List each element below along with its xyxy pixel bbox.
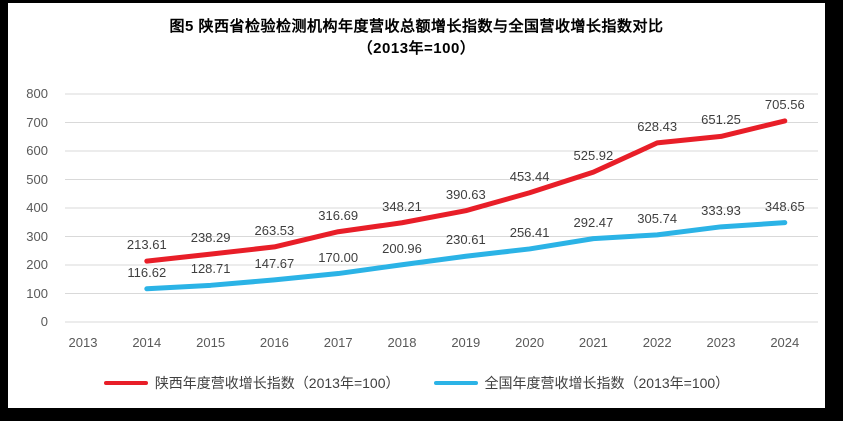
data-label: 238.29 bbox=[190, 230, 231, 246]
y-axis-tick-label: 100 bbox=[26, 285, 48, 301]
y-axis-tick-label: 700 bbox=[26, 114, 48, 130]
data-label: 651.25 bbox=[701, 112, 741, 128]
legend-label-shaanxi: 陕西年度营收增长指数（2013年=100） bbox=[154, 375, 400, 391]
data-label: 213.61 bbox=[126, 237, 167, 253]
legend-item-shaanxi: 陕西年度营收增长指数（2013年=100） bbox=[103, 373, 400, 393]
data-label: 333.93 bbox=[701, 202, 741, 218]
y-axis-tick-label: 600 bbox=[26, 143, 48, 158]
y-axis-tick-label: 400 bbox=[26, 200, 48, 215]
data-label: 200.96 bbox=[382, 240, 422, 256]
data-label: 390.63 bbox=[445, 186, 486, 202]
y-axis-tick-label: 200 bbox=[26, 257, 48, 272]
x-axis-tick-label: 2022 bbox=[642, 335, 672, 350]
x-axis-tick-label: 2015 bbox=[196, 335, 226, 350]
data-label: 292.47 bbox=[573, 214, 614, 230]
chart-title: 图5 陕西省检验检测机构年度营收总额增长指数与全国营收增长指数对比 （2013年… bbox=[8, 16, 825, 60]
x-axis-tick-label: 2019 bbox=[451, 335, 481, 350]
data-label: 348.65 bbox=[764, 198, 805, 214]
data-label: 628.43 bbox=[637, 118, 678, 134]
x-axis-tick-label: 2021 bbox=[578, 335, 608, 350]
data-label: 128.71 bbox=[190, 261, 231, 277]
data-label: 230.61 bbox=[445, 232, 486, 248]
x-axis-tick-label: 2013 bbox=[68, 335, 98, 350]
legend: 陕西年度营收增长指数（2013年=100） 全国年度营收增长指数（2013年=1… bbox=[8, 373, 825, 393]
y-axis-tick-label: 500 bbox=[26, 171, 48, 187]
y-axis-tick-label: 800 bbox=[26, 86, 48, 101]
data-label: 256.41 bbox=[509, 224, 550, 240]
data-label: 525.92 bbox=[573, 148, 614, 164]
data-label: 116.62 bbox=[127, 264, 167, 280]
x-axis-tick-label: 2017 bbox=[323, 335, 353, 350]
legend-item-national: 全国年度营收增长指数（2013年=100） bbox=[433, 373, 730, 393]
data-label: 263.53 bbox=[254, 222, 295, 238]
series-line-0 bbox=[144, 118, 788, 264]
chart-title-line2: （2013年=100） bbox=[357, 40, 476, 57]
chart-title-line1: 图5 陕西省检验检测机构年度营收总额增长指数与全国营收增长指数对比 bbox=[169, 18, 664, 35]
legend-label-national: 全国年度营收增长指数（2013年=100） bbox=[484, 375, 730, 391]
data-label: 147.67 bbox=[254, 255, 295, 271]
data-label: 170.00 bbox=[318, 249, 359, 265]
x-axis-tick-label: 2018 bbox=[387, 335, 417, 350]
data-label: 348.21 bbox=[382, 198, 422, 214]
data-label: 305.74 bbox=[637, 210, 678, 226]
x-axis-tick-label: 2014 bbox=[132, 335, 162, 350]
x-axis-tick-label: 2016 bbox=[259, 335, 289, 350]
x-axis-tick-label: 2023 bbox=[706, 335, 736, 350]
series-line-1 bbox=[144, 220, 788, 292]
x-axis-tick-label: 2020 bbox=[515, 335, 545, 350]
data-label: 453.44 bbox=[509, 168, 550, 184]
plot-canvas bbox=[65, 93, 818, 323]
y-axis-tick-label: 0 bbox=[40, 314, 48, 329]
chart-area: 图5 陕西省检验检测机构年度营收总额增长指数与全国营收增长指数对比 （2013年… bbox=[8, 3, 825, 408]
x-axis-tick-label: 2024 bbox=[770, 335, 800, 350]
data-label: 705.56 bbox=[764, 96, 805, 112]
y-axis-tick-label: 300 bbox=[26, 228, 48, 244]
blue-line-sample-icon bbox=[433, 381, 478, 385]
data-label: 316.69 bbox=[318, 207, 359, 223]
red-line-sample-icon bbox=[103, 381, 148, 385]
